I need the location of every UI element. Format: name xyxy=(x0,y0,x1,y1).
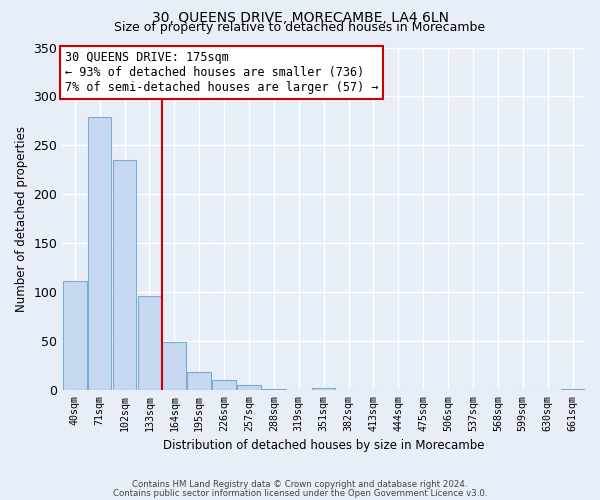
Text: 30, QUEENS DRIVE, MORECAMBE, LA4 6LN: 30, QUEENS DRIVE, MORECAMBE, LA4 6LN xyxy=(151,11,449,25)
Bar xyxy=(88,117,112,390)
Bar xyxy=(312,388,335,390)
X-axis label: Distribution of detached houses by size in Morecambe: Distribution of detached houses by size … xyxy=(163,440,484,452)
Text: Size of property relative to detached houses in Morecambe: Size of property relative to detached ho… xyxy=(115,21,485,34)
Text: Contains public sector information licensed under the Open Government Licence v3: Contains public sector information licen… xyxy=(113,488,487,498)
Text: 30 QUEENS DRIVE: 175sqm
← 93% of detached houses are smaller (736)
7% of semi-de: 30 QUEENS DRIVE: 175sqm ← 93% of detache… xyxy=(65,51,379,94)
Bar xyxy=(63,280,86,390)
Bar xyxy=(237,386,261,390)
Y-axis label: Number of detached properties: Number of detached properties xyxy=(15,126,28,312)
Bar xyxy=(137,296,161,390)
Bar xyxy=(187,372,211,390)
Bar xyxy=(212,380,236,390)
Bar xyxy=(113,160,136,390)
Bar xyxy=(163,342,186,390)
Text: Contains HM Land Registry data © Crown copyright and database right 2024.: Contains HM Land Registry data © Crown c… xyxy=(132,480,468,489)
